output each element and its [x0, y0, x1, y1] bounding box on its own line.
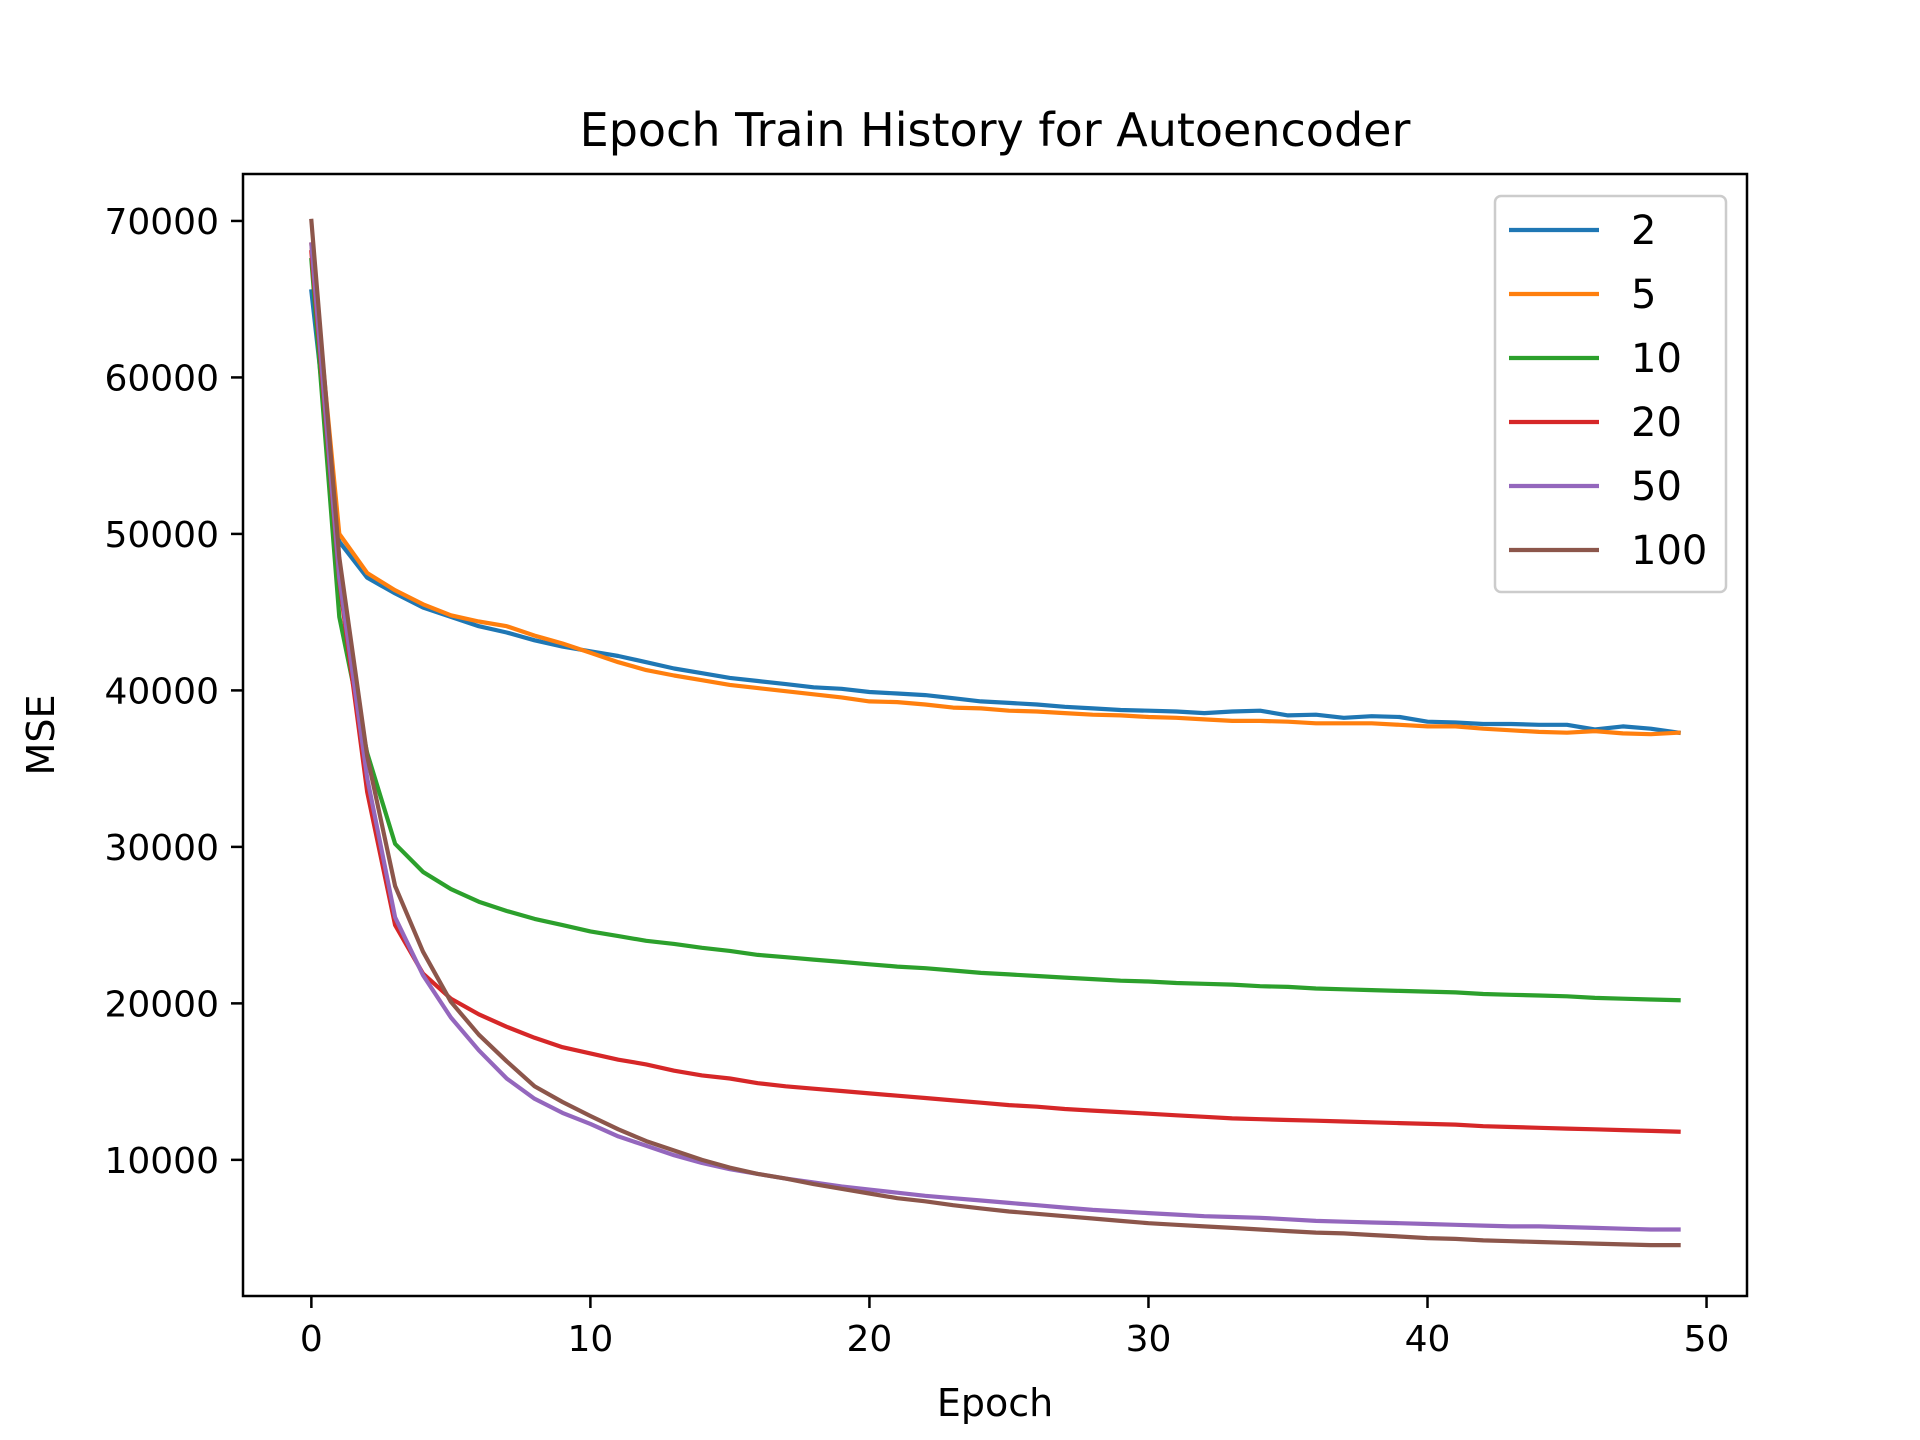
- chart-title: Epoch Train History for Autoencoder: [580, 103, 1411, 157]
- x-tick-label: 50: [1684, 1319, 1730, 1360]
- legend-label-10: 10: [1631, 336, 1682, 382]
- series-line-50: [309, 242, 1681, 1232]
- y-tick-label: 10000: [104, 1141, 219, 1182]
- legend-label-50: 50: [1631, 464, 1682, 510]
- x-tick-label: 40: [1405, 1319, 1451, 1360]
- y-tick-label: 40000: [104, 671, 219, 712]
- series-line-10: [309, 257, 1681, 1003]
- legend-label-100: 100: [1631, 528, 1707, 574]
- y-axis: 10000 20000 30000 40000 50000 60000 70000: [104, 202, 243, 1182]
- legend-label-20: 20: [1631, 400, 1682, 446]
- y-axis-label: MSE: [19, 695, 63, 776]
- x-tick-label: 10: [567, 1319, 613, 1360]
- series-lines: [309, 218, 1681, 1248]
- series-line-100: [309, 218, 1681, 1248]
- y-tick-label: 30000: [104, 828, 219, 869]
- x-tick-label: 0: [300, 1319, 323, 1360]
- x-tick-label: 20: [847, 1319, 893, 1360]
- y-tick-label: 50000: [104, 515, 219, 556]
- y-tick-label: 60000: [104, 358, 219, 399]
- y-tick-label: 20000: [104, 984, 219, 1025]
- x-tick-label: 30: [1126, 1319, 1172, 1360]
- series-line-5: [309, 242, 1681, 737]
- series-line-20: [309, 249, 1681, 1134]
- x-axis: 0 10 20 30 40 50: [300, 1296, 1730, 1360]
- series-line-2: [309, 289, 1681, 736]
- y-tick-label: 70000: [104, 202, 219, 243]
- legend: 2 5 10 20 50 100: [1493, 194, 1728, 594]
- plot-area: [241, 172, 1749, 1298]
- legend-label-2: 2: [1631, 208, 1656, 254]
- legend-label-5: 5: [1631, 272, 1656, 318]
- x-axis-label: Epoch: [937, 1381, 1053, 1425]
